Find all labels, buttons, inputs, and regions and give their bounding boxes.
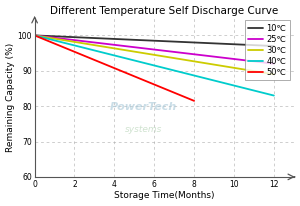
- 50℃: [33, 34, 36, 37]
- Text: systems: systems: [125, 125, 162, 134]
- 50℃: [192, 100, 196, 102]
- X-axis label: Storage Time(Months): Storage Time(Months): [114, 191, 214, 200]
- Line: 50℃: 50℃: [34, 35, 194, 101]
- Legend: 10℃, 25℃, 30℃, 40℃, 50℃: 10℃, 25℃, 30℃, 40℃, 50℃: [244, 20, 290, 80]
- Y-axis label: Remaining Capacity (%): Remaining Capacity (%): [6, 43, 15, 152]
- Text: PowerTech: PowerTech: [110, 102, 177, 112]
- Title: Different Temperature Self Discharge Curve: Different Temperature Self Discharge Cur…: [50, 6, 278, 16]
